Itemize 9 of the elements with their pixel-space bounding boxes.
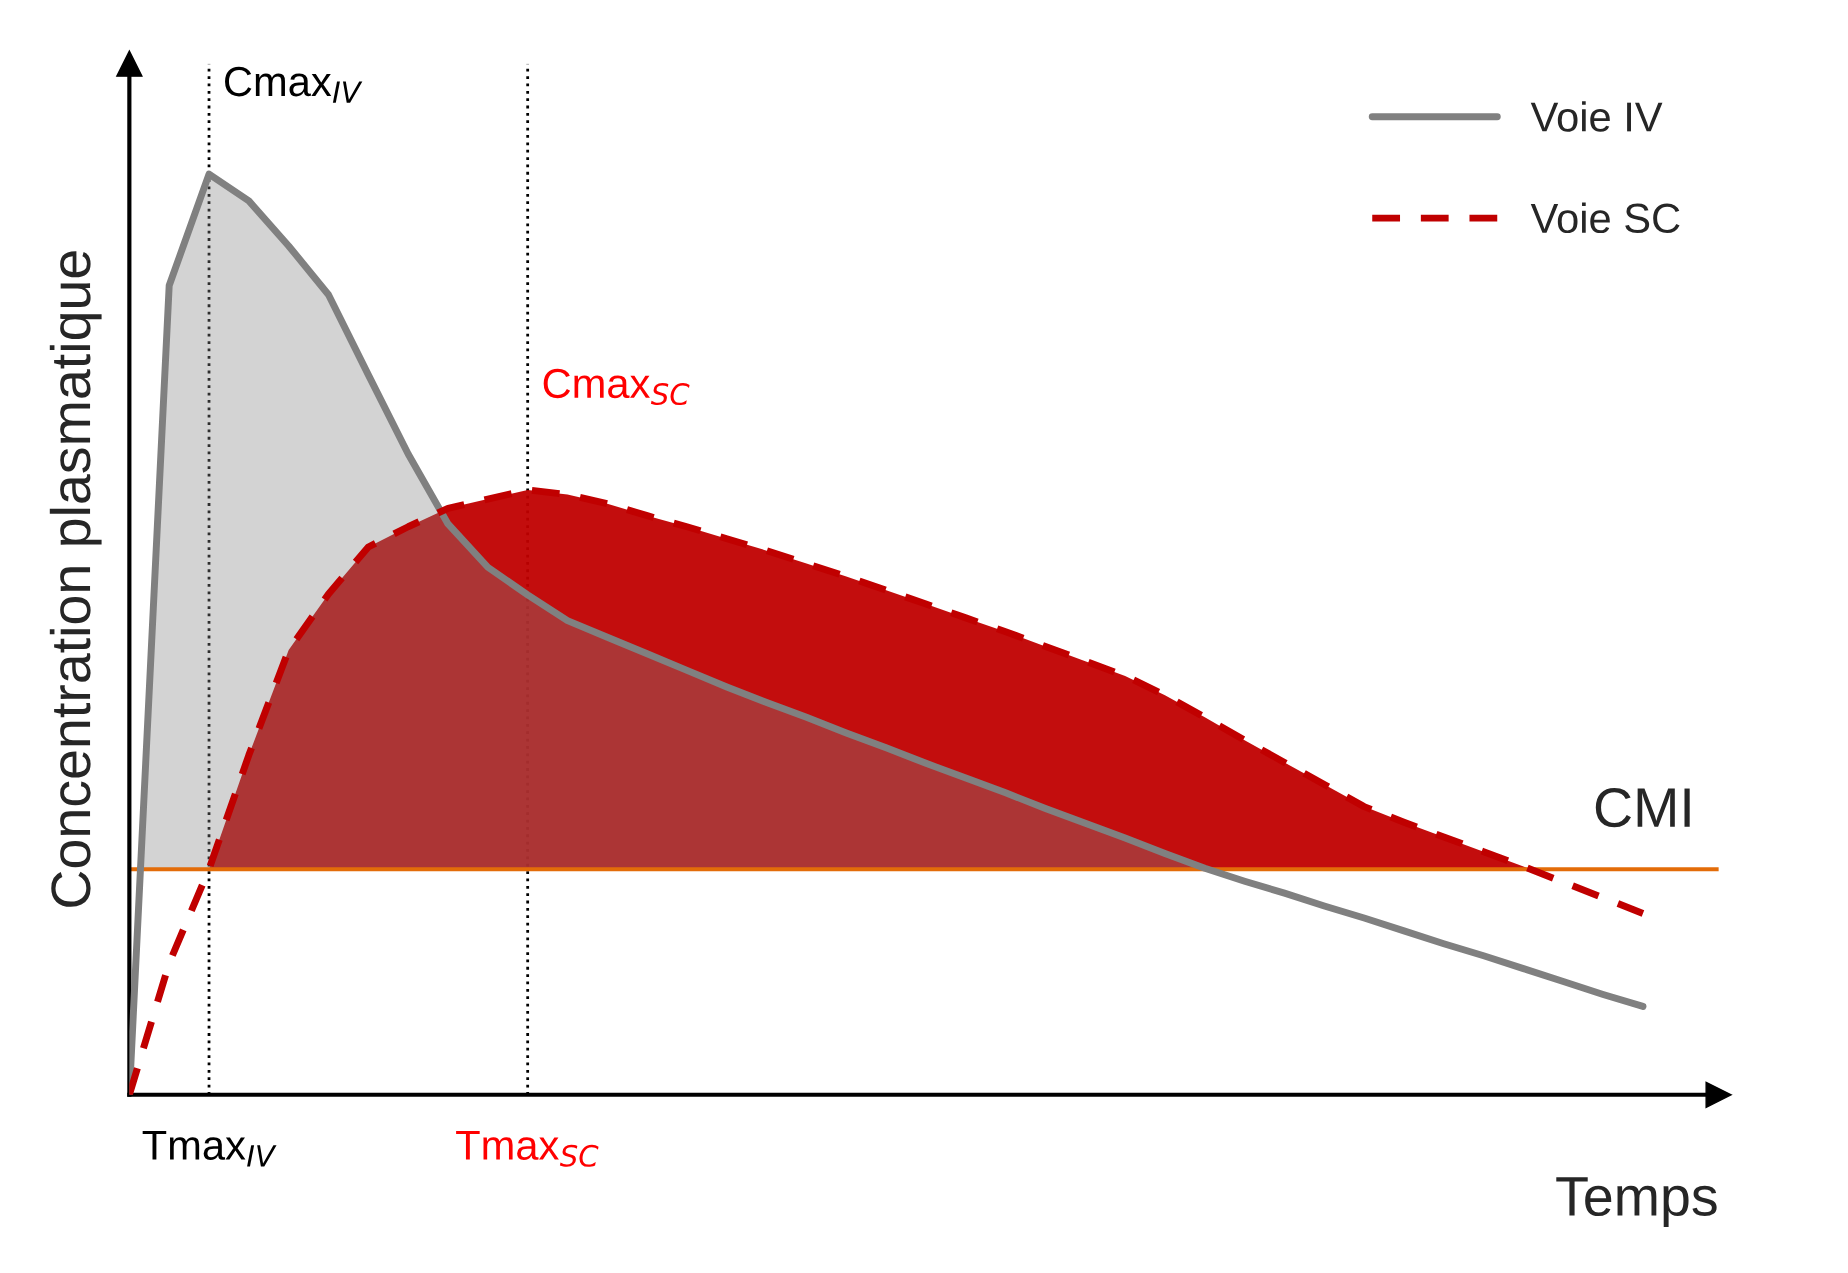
y-axis-title: Concentration plasmatique [49, 251, 102, 907]
legend-label: Voie SC [1530, 202, 1680, 234]
x-tick-label: Tmax$_{SC}$ [456, 1130, 599, 1167]
ref-line-label: CMI [1595, 787, 1690, 828]
annotation: Cmax$_{IV}$ [225, 66, 363, 103]
legend-label: Voie IV [1530, 101, 1663, 132]
x-axis-title: Temps [1556, 1177, 1717, 1228]
annotation: Cmax$_{SC}$ [543, 368, 690, 406]
x-tick-label: Tmax$_{IV}$ [142, 1130, 277, 1167]
